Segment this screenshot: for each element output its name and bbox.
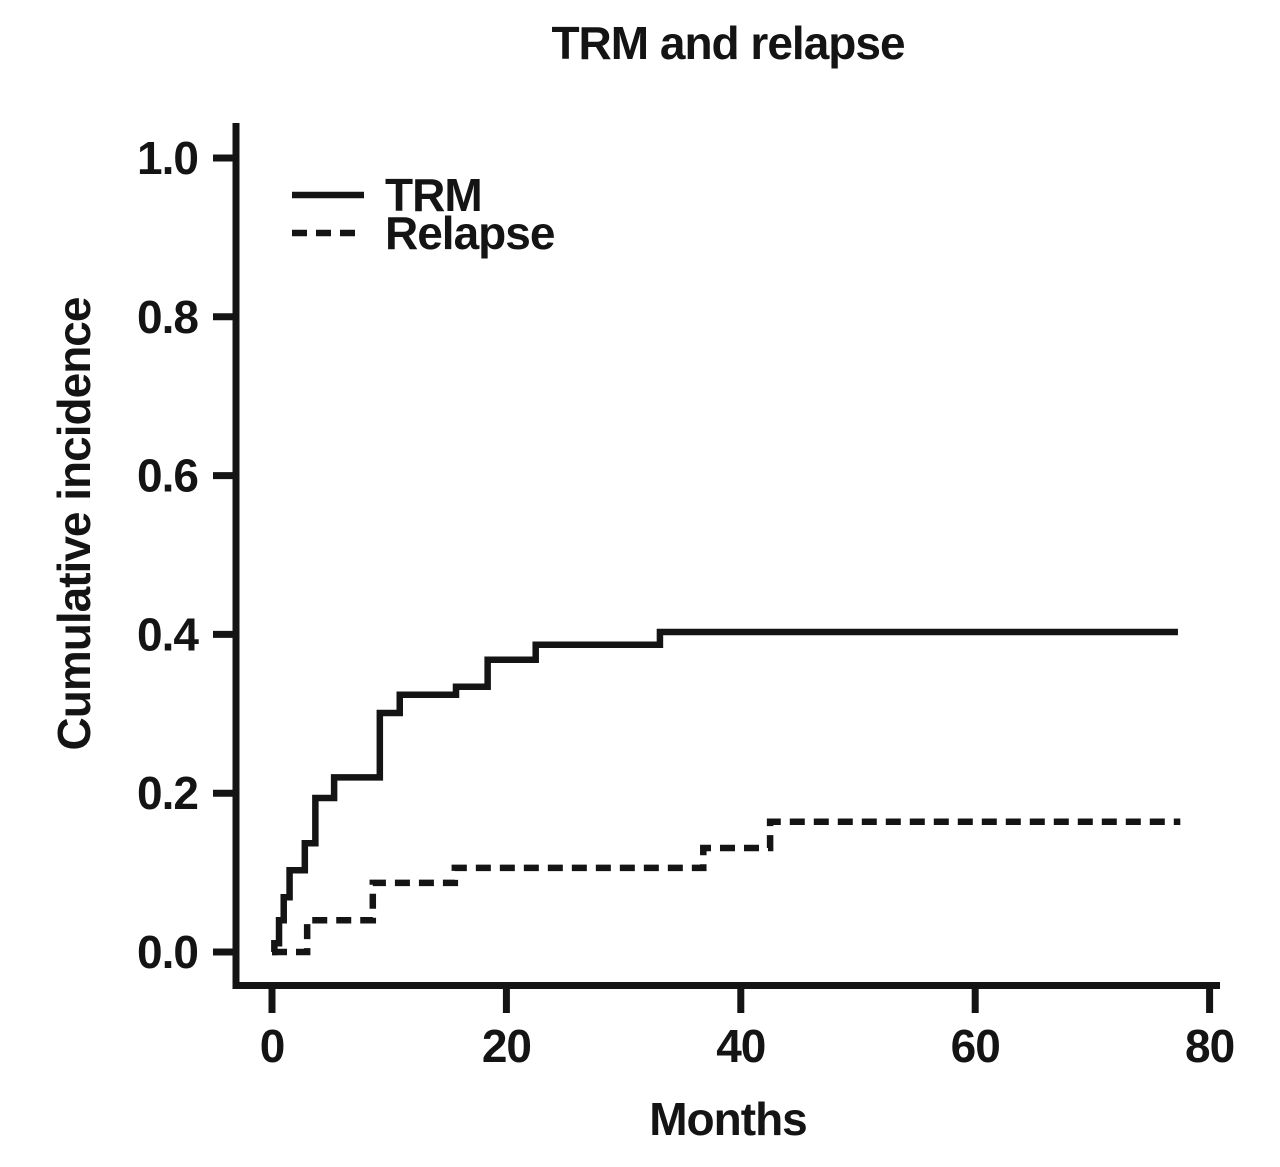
x-tick-label: 80 — [1185, 1020, 1234, 1072]
x-tick-label: 0 — [260, 1020, 285, 1072]
y-tick-label: 0.8 — [137, 291, 198, 343]
y-tick-label: 0.6 — [137, 450, 198, 502]
x-tick-label: 40 — [716, 1020, 765, 1072]
y-tick-label: 1.0 — [137, 132, 198, 184]
x-tick-label: 60 — [951, 1020, 1000, 1072]
legend-relapse-label: Relapse — [385, 207, 555, 259]
x-axis-title: Months — [649, 1093, 808, 1145]
relapse-curve — [272, 818, 1181, 956]
y-tick-label: 0.2 — [137, 767, 198, 819]
y-tick-label: 0.0 — [137, 926, 198, 978]
chart-title: TRM and relapse — [551, 17, 905, 69]
trm-curve — [271, 628, 1178, 956]
x-tick-label: 20 — [482, 1020, 531, 1072]
y-tick-label: 0.4 — [137, 608, 199, 660]
legend-trm-label: TRM — [385, 169, 482, 221]
